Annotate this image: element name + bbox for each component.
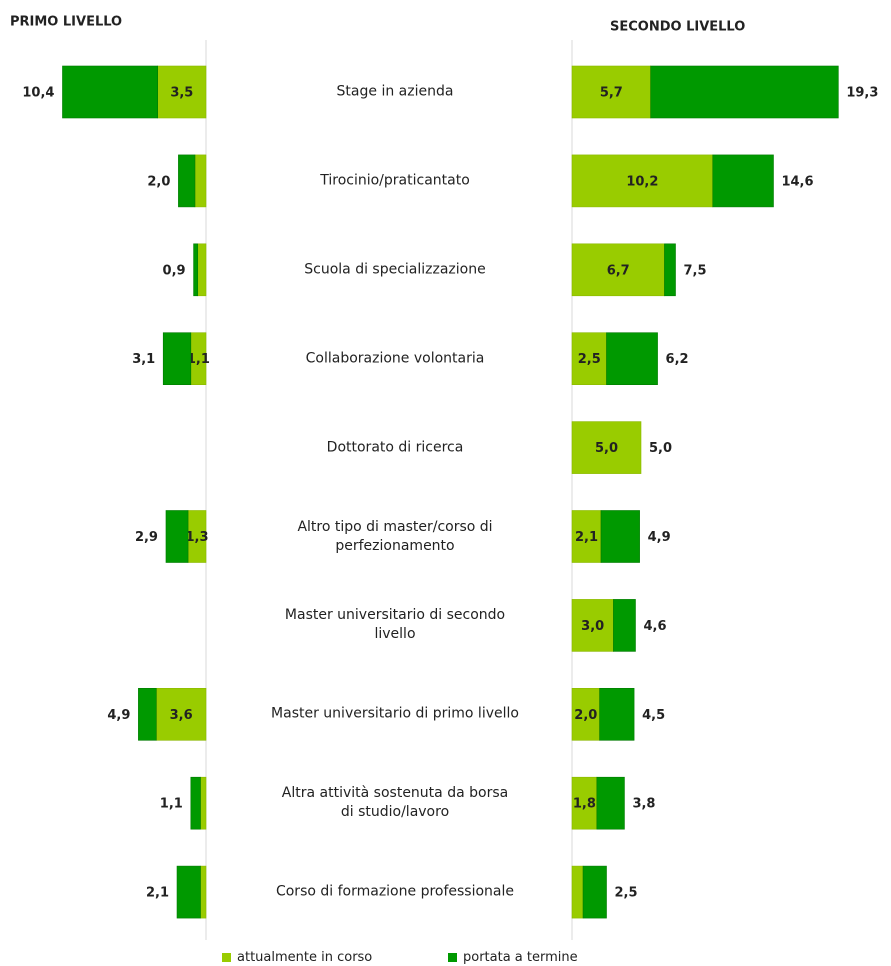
total-label: 0,9 — [163, 263, 186, 278]
segment-label: 1,3 — [186, 530, 209, 545]
segment-label: 3,0 — [581, 619, 604, 634]
total-label: 4,6 — [643, 619, 666, 634]
bar-segment — [571, 421, 642, 474]
legend-label: portata a termine — [463, 950, 578, 965]
segment-label: 2,1 — [575, 530, 598, 545]
bar-segment — [571, 687, 600, 741]
category-label: Tirocinio/praticantato — [320, 172, 470, 189]
bar-segment — [650, 65, 839, 119]
bar-segment — [197, 243, 207, 297]
category-label: Dottorato di ricerca — [326, 439, 464, 456]
total-label: 6,2 — [666, 352, 689, 367]
bar-segment — [571, 599, 614, 652]
total-label: 2,5 — [615, 886, 638, 901]
segment-label: 3,5 — [170, 86, 193, 101]
total-label: 4,5 — [642, 708, 665, 723]
category-label: Scuola di specializzazione — [304, 261, 486, 278]
bar-segment — [157, 65, 207, 119]
segment-label: 5,0 — [595, 441, 618, 456]
bar-segment — [600, 510, 640, 563]
total-label: 4,9 — [648, 530, 671, 545]
bar-segment — [176, 865, 201, 919]
segment-label: 6,7 — [607, 263, 630, 278]
total-label: 14,6 — [781, 174, 813, 189]
total-label: 10,4 — [22, 86, 54, 101]
bar-segment — [193, 243, 199, 297]
segment-label: 1,1 — [187, 352, 210, 367]
bar-segment — [571, 65, 651, 119]
bar-segment — [162, 332, 192, 386]
bar-segment — [156, 687, 207, 741]
bar-segment — [712, 154, 774, 208]
total-label: 1,1 — [160, 797, 183, 812]
legend-label: attualmente in corso — [237, 950, 373, 965]
bar-segment — [571, 332, 607, 386]
category-label: Corso di formazione professionale — [275, 883, 515, 900]
category-label: Master universitario di secondo livello — [284, 607, 506, 643]
bar-segment — [571, 243, 665, 297]
category-label: Altra attività sostenuta da borsa di stu… — [281, 785, 509, 821]
total-label: 3,1 — [132, 352, 155, 367]
bar-segment — [190, 776, 201, 830]
bar-segment — [165, 510, 189, 563]
segment-label: 5,7 — [600, 86, 623, 101]
bar-segment — [596, 776, 625, 830]
segment-label: 1,8 — [573, 797, 596, 812]
bar-segment — [571, 510, 602, 563]
bar-segment — [200, 865, 207, 919]
total-label: 2,9 — [135, 530, 158, 545]
segment-label: 2,0 — [574, 708, 597, 723]
bar-segment — [178, 154, 196, 208]
total-label: 3,8 — [632, 797, 655, 812]
category-label: Collaborazione volontaria — [305, 350, 485, 367]
category-label: Altro tipo di master/corso di perfeziona… — [297, 518, 493, 554]
category-label: Master universitario di primo livello — [271, 705, 519, 722]
bar-segment — [582, 865, 607, 919]
total-label: 19,3 — [846, 86, 878, 101]
bar-segment — [62, 65, 159, 119]
legend-item: portata a termine — [448, 950, 578, 965]
bar-segment — [194, 154, 207, 208]
panel-title: SECONDO LIVELLO — [610, 20, 745, 35]
legend-swatch — [448, 953, 457, 962]
bar-segment — [138, 687, 157, 741]
bar-segment — [571, 776, 598, 830]
total-label: 5,0 — [649, 441, 672, 456]
bar-segment — [664, 243, 676, 297]
legend-swatch — [222, 953, 231, 962]
legend-item: attualmente in corso — [222, 950, 372, 965]
bar-segment — [200, 776, 207, 830]
total-label: 4,9 — [107, 708, 130, 723]
segment-label: 2,5 — [578, 352, 601, 367]
total-label: 2,1 — [146, 886, 169, 901]
category-label: Stage in azienda — [336, 83, 454, 100]
panel-title: PRIMO LIVELLO — [10, 15, 122, 30]
bar-segment — [571, 154, 714, 208]
total-label: 2,0 — [147, 174, 170, 189]
segment-label: 10,2 — [626, 174, 658, 189]
bar-segment — [599, 687, 635, 741]
bar-segment — [613, 599, 636, 652]
bar-segment — [571, 865, 584, 919]
bar-segment — [606, 332, 658, 386]
segment-label: 3,6 — [170, 708, 193, 723]
total-label: 7,5 — [684, 263, 707, 278]
